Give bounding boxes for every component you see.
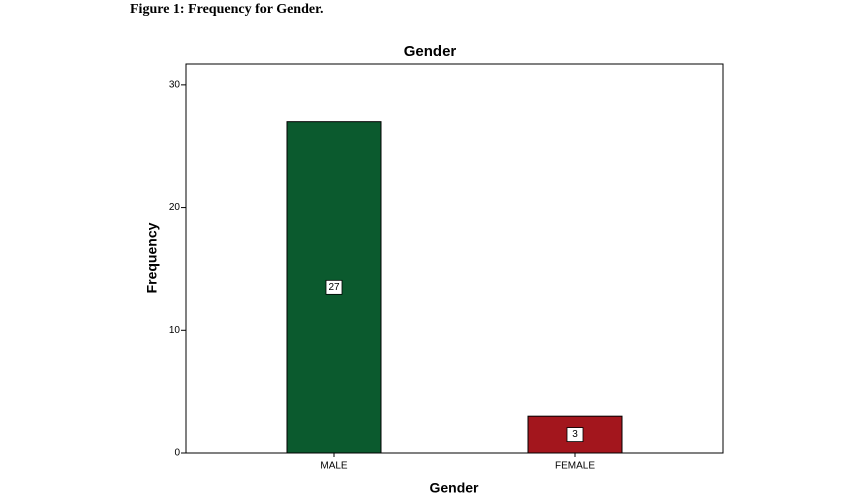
y-axis-title: Frequency	[144, 222, 160, 293]
chart-title: Gender	[404, 43, 457, 60]
y-tick-label: 30	[169, 80, 181, 91]
y-tick-label: 10	[169, 325, 181, 336]
value-label: 3	[572, 429, 578, 440]
figure-caption: Figure 1: Frequency for Gender.	[130, 2, 324, 17]
x-axis-title: Gender	[429, 480, 479, 496]
value-label-box	[325, 279, 343, 295]
y-tick-label: 20	[169, 202, 181, 213]
plot-frame	[185, 63, 724, 454]
x-tick-label: MALE	[320, 461, 348, 472]
value-label-box	[566, 427, 584, 442]
x-tick-label: FEMALE	[555, 461, 595, 472]
value-label: 27	[328, 282, 340, 293]
y-tick-label: 0	[174, 448, 180, 459]
